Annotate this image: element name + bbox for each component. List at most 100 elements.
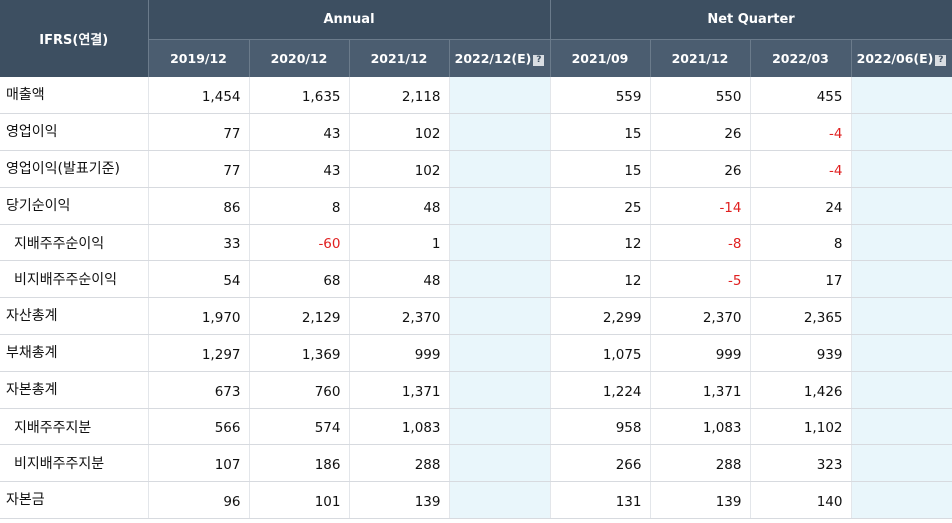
value-cell: 574 xyxy=(249,408,350,446)
value-cell: 2,129 xyxy=(249,297,350,336)
value-cell: 77 xyxy=(148,150,250,188)
value-cell: 17 xyxy=(750,260,852,299)
value-cell: 77 xyxy=(148,113,250,152)
estimate-cell xyxy=(851,113,952,152)
column-header-label: 2022/06(E) xyxy=(856,51,934,66)
value-cell: 48 xyxy=(349,260,450,299)
value-cell: 139 xyxy=(349,481,450,520)
value-cell: 266 xyxy=(550,444,651,483)
value-cell: 102 xyxy=(349,150,450,188)
table-row: 매출액 1,454 1,635 2,118 559 550 455 xyxy=(0,77,952,115)
value-cell: 999 xyxy=(650,334,751,372)
value-cell: 15 xyxy=(550,113,651,152)
value-cell: 102 xyxy=(349,113,450,152)
value-cell: 24 xyxy=(750,187,852,225)
column-header-label: 2022/12(E) xyxy=(454,51,532,66)
value-cell: 455 xyxy=(750,77,852,115)
estimate-help-icon[interactable]: ? xyxy=(935,55,947,66)
value-cell: 566 xyxy=(148,408,250,446)
value-cell: 760 xyxy=(249,371,350,409)
estimate-cell xyxy=(851,224,952,262)
column-header: 2021/12 xyxy=(349,39,450,77)
value-cell: 1,635 xyxy=(249,77,350,115)
value-cell: 1,970 xyxy=(148,297,250,336)
estimate-cell xyxy=(449,77,551,115)
estimate-cell xyxy=(449,481,551,520)
annual-group-header: Annual xyxy=(148,0,551,40)
value-cell: 68 xyxy=(249,260,350,299)
row-label: 지배주주지분 xyxy=(0,408,149,446)
value-cell: 26 xyxy=(650,150,751,188)
value-cell: 1,224 xyxy=(550,371,651,409)
value-cell: 101 xyxy=(249,481,350,520)
value-cell: 1,369 xyxy=(249,334,350,372)
value-cell: 139 xyxy=(650,481,751,520)
table-row: 비지배주주지분 107 186 288 266 288 323 xyxy=(0,444,952,483)
estimate-cell xyxy=(851,334,952,372)
value-cell: 15 xyxy=(550,150,651,188)
row-label: 자산총계 xyxy=(0,297,149,336)
estimate-cell xyxy=(449,150,551,188)
value-cell: 25 xyxy=(550,187,651,225)
value-cell: 54 xyxy=(148,260,250,299)
value-cell: 12 xyxy=(550,224,651,262)
value-cell: 43 xyxy=(249,150,350,188)
column-header-estimate: 2022/12(E)? xyxy=(449,39,551,77)
estimate-cell xyxy=(449,113,551,152)
column-header: 2022/03 xyxy=(750,39,852,77)
value-cell: 26 xyxy=(650,113,751,152)
value-cell: 1,371 xyxy=(650,371,751,409)
value-cell: -60 xyxy=(249,224,350,262)
row-label: 매출액 xyxy=(0,77,149,115)
estimate-cell xyxy=(851,260,952,299)
row-label: 당기순이익 xyxy=(0,187,149,225)
value-cell: -14 xyxy=(650,187,751,225)
row-label: 영업이익(발표기준) xyxy=(0,150,149,188)
column-header: 2019/12 xyxy=(148,39,250,77)
estimate-cell xyxy=(449,260,551,299)
value-cell: 1,102 xyxy=(750,408,852,446)
estimate-cell xyxy=(851,371,952,409)
column-header: 2021/09 xyxy=(550,39,651,77)
corner-header: IFRS(연결) xyxy=(0,0,149,77)
row-label: 자본총계 xyxy=(0,371,149,409)
estimate-cell xyxy=(449,297,551,336)
value-cell: 2,365 xyxy=(750,297,852,336)
estimate-cell xyxy=(449,371,551,409)
table-row: 영업이익 77 43 102 15 26 -4 xyxy=(0,113,952,152)
value-cell: 2,370 xyxy=(650,297,751,336)
value-cell: 1,426 xyxy=(750,371,852,409)
value-cell: 2,299 xyxy=(550,297,651,336)
table-row: 비지배주주순이익 54 68 48 12 -5 17 xyxy=(0,260,952,299)
estimate-cell xyxy=(449,444,551,483)
value-cell: 559 xyxy=(550,77,651,115)
value-cell: 288 xyxy=(349,444,450,483)
value-cell: 1,297 xyxy=(148,334,250,372)
row-label: 부채총계 xyxy=(0,334,149,372)
column-header-estimate: 2022/06(E)? xyxy=(851,39,952,77)
value-cell: 86 xyxy=(148,187,250,225)
value-cell: 323 xyxy=(750,444,852,483)
estimate-cell xyxy=(851,150,952,188)
estimate-cell xyxy=(851,297,952,336)
estimate-cell xyxy=(851,77,952,115)
value-cell: -8 xyxy=(650,224,751,262)
table-row: 자본총계 673 760 1,371 1,224 1,371 1,426 xyxy=(0,371,952,409)
value-cell: 1 xyxy=(349,224,450,262)
value-cell: 939 xyxy=(750,334,852,372)
value-cell: 2,118 xyxy=(349,77,450,115)
estimate-cell xyxy=(449,334,551,372)
value-cell: 958 xyxy=(550,408,651,446)
row-label: 비지배주주순이익 xyxy=(0,260,149,299)
estimate-cell xyxy=(449,224,551,262)
value-cell: 131 xyxy=(550,481,651,520)
value-cell: 8 xyxy=(750,224,852,262)
column-header: 2021/12 xyxy=(650,39,751,77)
estimate-help-icon[interactable]: ? xyxy=(533,55,545,66)
estimate-cell xyxy=(449,187,551,225)
value-cell: 12 xyxy=(550,260,651,299)
value-cell: -4 xyxy=(750,150,852,188)
value-cell: 999 xyxy=(349,334,450,372)
table-row: 자산총계 1,970 2,129 2,370 2,299 2,370 2,365 xyxy=(0,297,952,336)
value-cell: 2,370 xyxy=(349,297,450,336)
